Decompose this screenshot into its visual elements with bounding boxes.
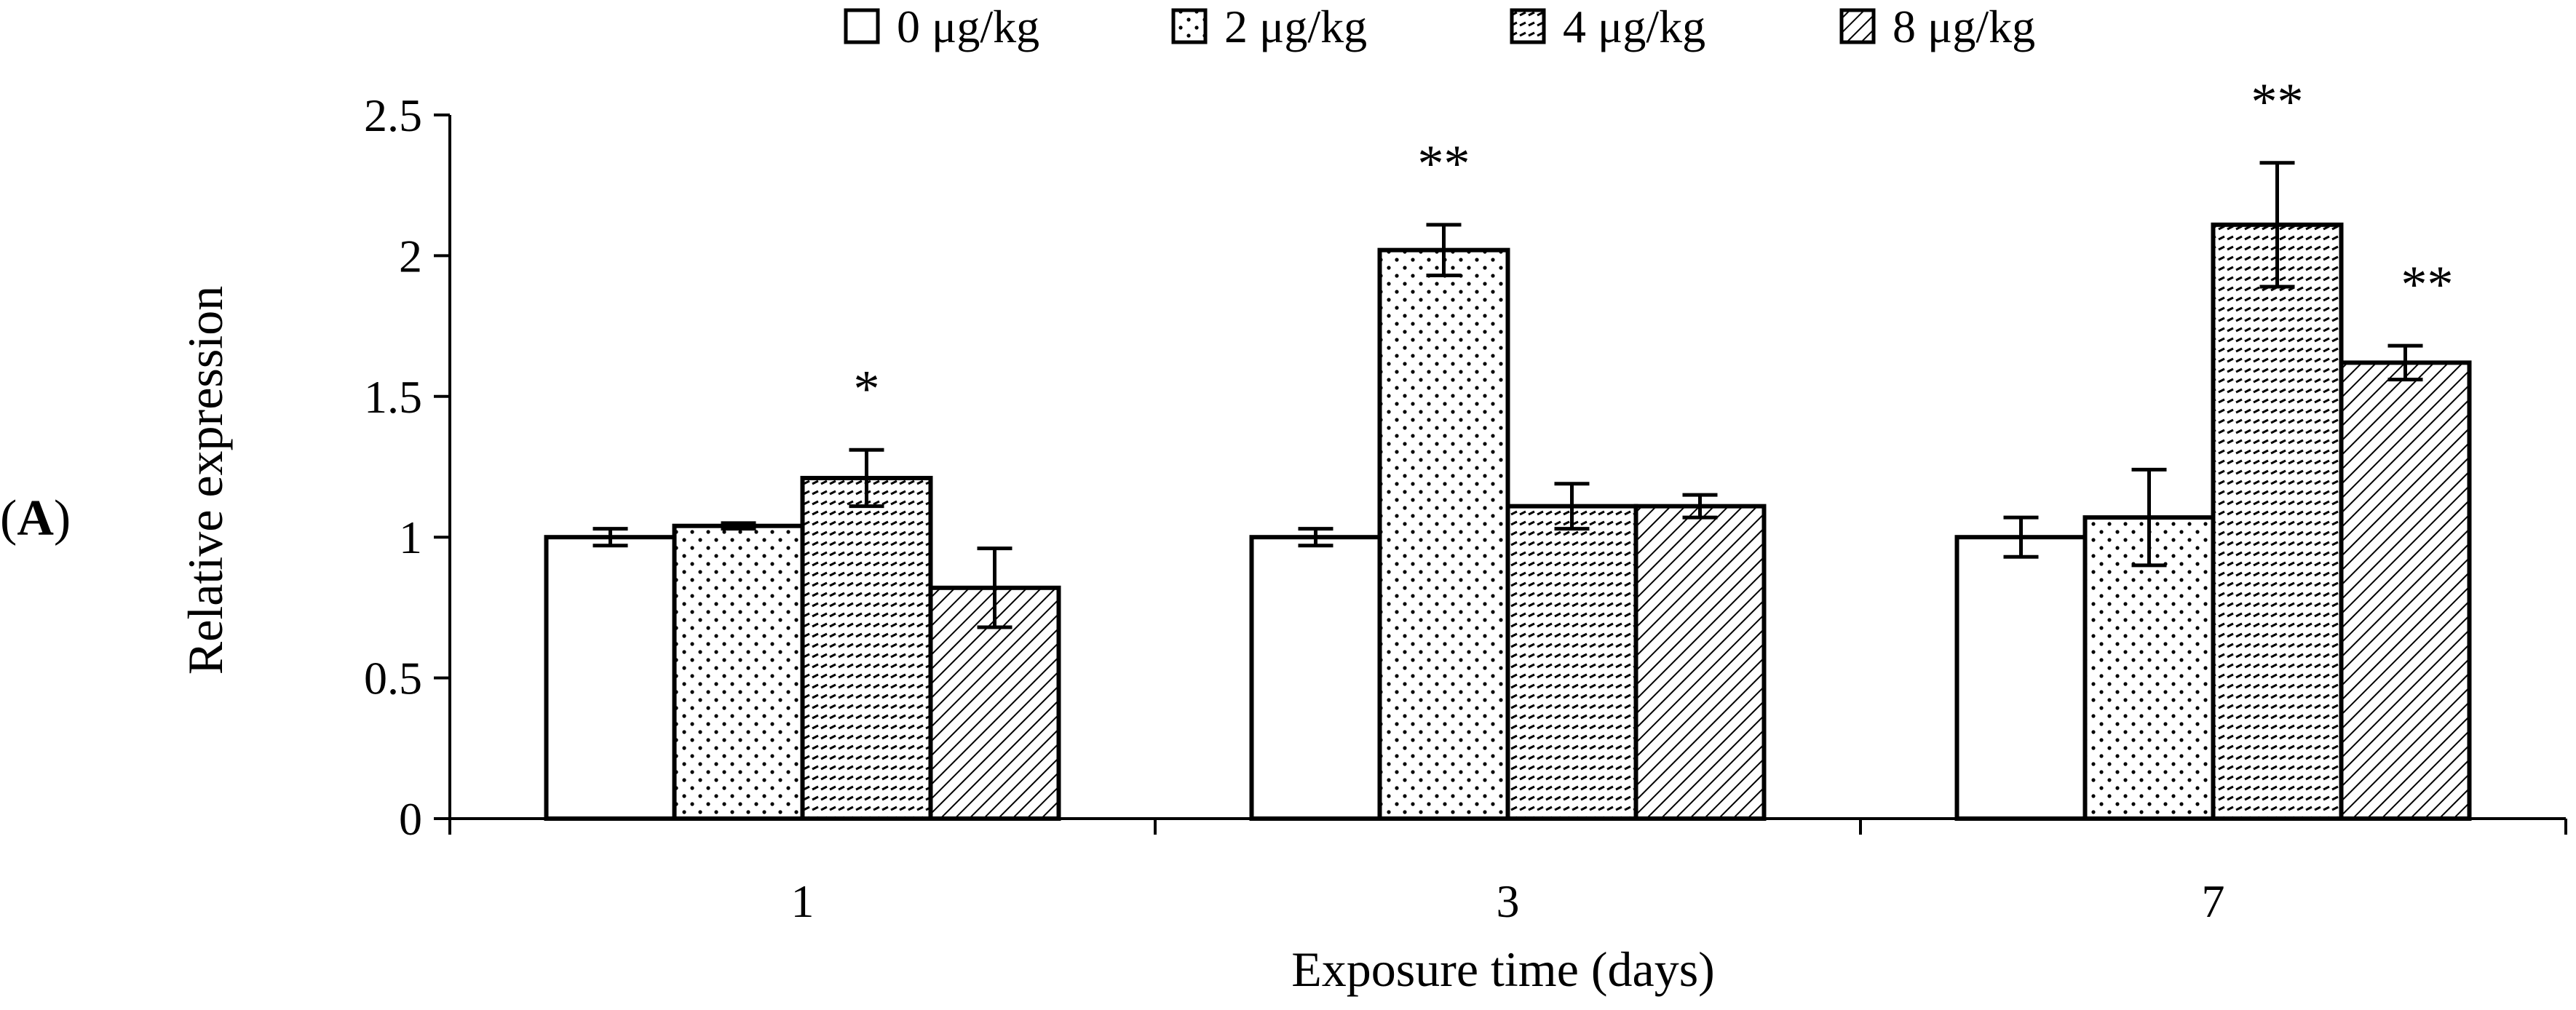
legend-swatch [844,8,880,44]
significance-label: ** [2401,255,2454,314]
bar [800,475,933,821]
significance-label: ** [1418,135,1470,193]
error-bar [1426,223,1462,277]
error-bar [1554,482,1590,531]
y-tick-label: 1.5 [364,371,422,423]
y-axis-title: Relative expression [178,286,233,675]
x-tick-label: 3 [1497,875,1520,927]
x-tick-label: 7 [2202,875,2225,927]
error-bar [2131,467,2167,568]
bar [672,523,805,822]
error-bar [849,448,884,509]
x-axis-title: Exposure time (days) [1291,942,1715,997]
y-tick-label: 2 [399,230,422,282]
error-bar [2259,161,2295,289]
panel-label: (A) [0,490,71,546]
error-bar [2003,515,2039,559]
legend-label: 0 μg/kg [897,1,1039,52]
error-bar [2387,343,2423,382]
error-bar [1298,527,1333,548]
legend-label: 8 μg/kg [1893,1,2035,52]
bar [2339,360,2472,822]
y-tick-label: 1 [399,512,422,563]
bar [544,535,677,821]
legend-label: 4 μg/kg [1563,1,1705,52]
significance-marks: ******* [854,73,2454,418]
y-tick-label: 0 [399,793,422,845]
legend-swatch [1171,8,1208,44]
bars [544,222,2472,822]
significance-label: * [854,359,880,418]
error-bar [1682,493,1718,520]
y-ticks: 0 0.5 1 1.5 2 2.5 [364,90,450,845]
error-bar [721,521,756,531]
bar [1377,247,1510,821]
bar [2211,222,2344,821]
bar [1505,504,1638,821]
x-tick-label: 1 [791,875,815,927]
error-bar [977,546,1012,629]
y-tick-label: 0.5 [364,653,422,704]
legend-label: 2 μg/kg [1224,1,1367,52]
error-bars [593,161,2423,629]
error-bar [593,527,628,548]
bar [1633,504,1767,821]
y-tick-label: 2.5 [364,90,422,141]
significance-label: ** [2251,73,2304,131]
legend-swatch [1839,8,1876,44]
legend: 0 μg/kg 2 μg/kg 4 μg/kg 8 μg/kg [844,1,2035,52]
bar [1954,535,2088,821]
bar [1249,535,1382,821]
legend-swatch [1510,8,1546,44]
x-ticks: 1 3 7 [448,819,2567,927]
